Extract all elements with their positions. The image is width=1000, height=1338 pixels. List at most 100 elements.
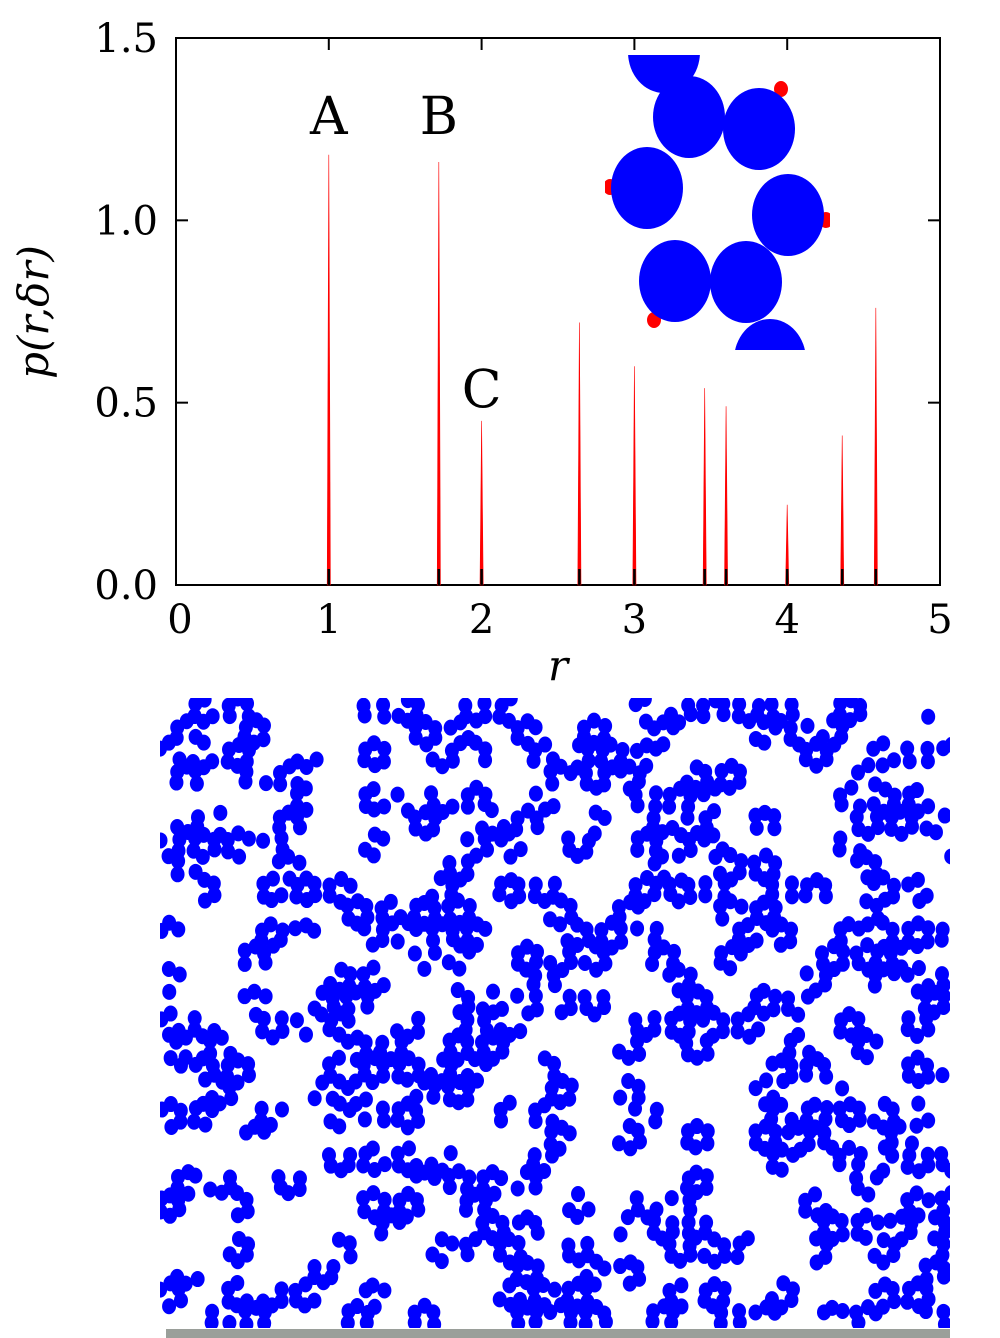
particle: [282, 758, 297, 775]
particle: [774, 1096, 789, 1113]
rdf-peak: [702, 388, 707, 586]
particle: [357, 920, 372, 937]
particle: [628, 1012, 643, 1029]
particle: [391, 707, 406, 724]
particle: [171, 1192, 186, 1209]
particle: [825, 1299, 840, 1316]
particle: [562, 943, 577, 960]
particle: [238, 1302, 253, 1319]
x-tick-label: 1: [316, 597, 341, 643]
particle: [866, 1113, 881, 1130]
particle: [835, 1302, 850, 1319]
particle: [298, 1276, 313, 1293]
particle: [902, 753, 917, 770]
particle: [868, 854, 883, 871]
particle: [870, 943, 885, 960]
particle: [315, 1074, 330, 1091]
x-tick-label: 2: [469, 597, 494, 643]
particle: [631, 1078, 646, 1095]
particle: [784, 888, 799, 905]
particle: [494, 1170, 509, 1187]
particle: [682, 831, 697, 848]
particle: [502, 1094, 517, 1111]
particle: [563, 765, 578, 782]
particle: [683, 787, 698, 804]
particle: [171, 853, 186, 870]
inset-particles: [605, 55, 830, 350]
particle: [751, 698, 766, 714]
particle: [173, 1102, 188, 1119]
particle: [869, 808, 884, 825]
particle: [683, 888, 698, 905]
particle: [452, 960, 467, 977]
particle: [258, 988, 273, 1005]
particle: [331, 1231, 346, 1248]
particle: [886, 752, 901, 769]
particle: [696, 1011, 711, 1028]
particle: [547, 875, 562, 892]
particle: [410, 698, 425, 713]
particle: [468, 1231, 483, 1248]
particle: [835, 718, 850, 735]
particle: [912, 892, 927, 909]
particle: [401, 1140, 416, 1157]
particle: [495, 1214, 510, 1231]
particle: [170, 866, 185, 883]
particle: [214, 1029, 229, 1046]
particle: [561, 830, 576, 847]
particle: [885, 1147, 900, 1164]
particle: [290, 809, 305, 826]
particle: [275, 922, 290, 939]
particle: [367, 757, 382, 774]
particle: [861, 1186, 876, 1203]
particle: [776, 1073, 791, 1090]
particle: [851, 764, 866, 781]
particle: [870, 1214, 885, 1231]
particle: [478, 741, 493, 758]
particle: [768, 855, 783, 872]
particle: [207, 831, 222, 848]
x-tick-label: 5: [927, 597, 952, 643]
particle: [936, 1303, 950, 1320]
particle: [341, 1012, 356, 1029]
particle: [501, 825, 516, 842]
particle: [255, 1023, 270, 1040]
particle: [172, 966, 187, 983]
particle: [545, 1147, 560, 1164]
particle: [195, 1050, 210, 1067]
particle: [289, 888, 304, 905]
particle: [417, 1074, 432, 1091]
rdf-peak: [873, 307, 878, 586]
particle: [664, 1190, 679, 1207]
particle: [367, 1161, 382, 1178]
rdf-peak: [326, 154, 331, 586]
particle: [799, 965, 814, 982]
particle: [884, 820, 899, 837]
particle: [901, 1010, 916, 1027]
particle: [885, 1101, 900, 1118]
particle: [936, 1236, 950, 1253]
particle: [637, 698, 652, 707]
particle: [444, 742, 459, 759]
particle: [343, 1248, 358, 1265]
x-axis-label: r: [548, 641, 571, 690]
rdf-peaks: [326, 154, 878, 586]
particle: [530, 1258, 545, 1275]
particle: [527, 1147, 542, 1164]
particle: [632, 765, 647, 782]
particle: [562, 1202, 577, 1219]
particle: [735, 319, 805, 350]
particle: [433, 870, 448, 887]
particle: [178, 1029, 193, 1046]
particle: [198, 1116, 213, 1133]
particle: [427, 899, 442, 916]
particle: [875, 757, 890, 774]
particle: [849, 808, 864, 825]
particle: [679, 1035, 694, 1052]
particle: [666, 943, 681, 960]
particle: [730, 1248, 745, 1265]
particle: [622, 758, 637, 775]
particle: [894, 939, 909, 956]
particle: [910, 871, 925, 888]
particle: [622, 1275, 637, 1292]
